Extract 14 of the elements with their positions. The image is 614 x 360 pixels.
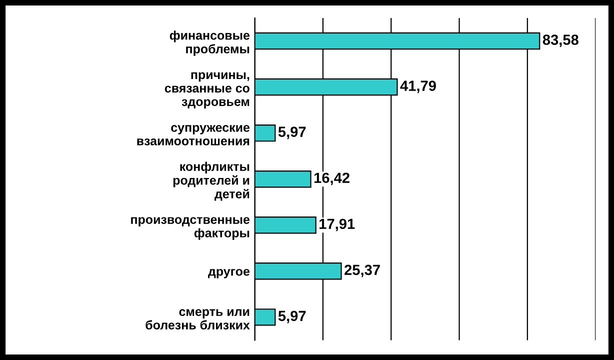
y-tick-label: смерть или болезнь близких — [146, 309, 250, 330]
data-label: 41,79 — [400, 80, 436, 94]
y-tick-label: конфликты родителей и детей — [173, 162, 250, 201]
y-tick-label: другое — [208, 268, 250, 278]
data-label: 16,42 — [314, 172, 350, 186]
y-tick-label: финансовые проблемы — [170, 30, 250, 56]
data-label: 5,97 — [278, 310, 306, 324]
data-label: 25,37 — [344, 264, 380, 278]
data-label: 83,58 — [542, 34, 578, 48]
data-label: 5,97 — [278, 126, 306, 140]
y-tick-label: супружеские взаимоотношения — [137, 125, 250, 146]
y-tick-label: причины, связанные со здоровьем — [164, 72, 250, 109]
y-tick-label: производственные факторы — [131, 217, 250, 240]
data-label: 17,91 — [320, 218, 355, 232]
